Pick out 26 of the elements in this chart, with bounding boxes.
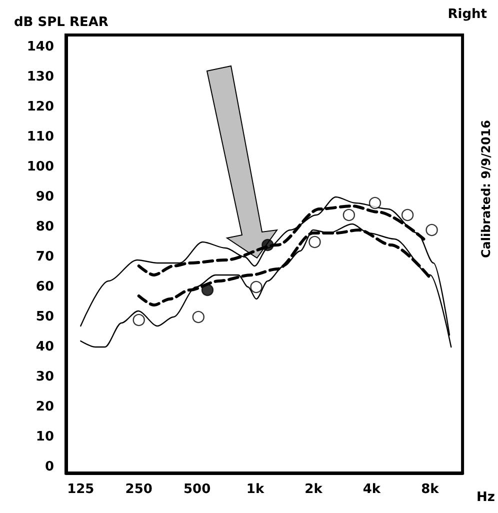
x-tick-label: 8k (421, 482, 440, 497)
x-tick-label: 2k (304, 482, 323, 497)
y-tick-label: 0 (44, 460, 54, 474)
y-tick-label: 30 (36, 370, 54, 384)
y-axis-title: dB SPL REAR (14, 15, 108, 30)
y-tick-label: 60 (36, 280, 54, 294)
y-tick-label: 140 (26, 40, 54, 54)
x-tick-label: 500 (183, 482, 211, 497)
y-tick-label: 20 (36, 400, 54, 414)
y-tick-label: 130 (26, 70, 54, 84)
y-tick-label: 110 (26, 130, 54, 144)
x-tick-label: 4k (362, 482, 381, 497)
y-tick-label: 40 (36, 340, 54, 354)
chart-title: Right (448, 7, 488, 22)
y-tick-label: 10 (36, 430, 54, 444)
y-tick-label: 80 (36, 220, 54, 234)
x-axis-title: Hz (476, 490, 496, 505)
y-tick-label: 50 (36, 310, 54, 324)
x-tick-label: 1k (246, 482, 264, 497)
y-tick-label: 90 (36, 190, 54, 204)
y-tick-label: 120 (26, 100, 54, 114)
y-tick-label: 100 (26, 160, 54, 174)
text: Calibrated: 9/9/2016 (479, 120, 493, 258)
x-tick-label: 250 (125, 482, 152, 497)
y-tick-label: 70 (36, 250, 54, 264)
x-tick-label: 125 (67, 482, 94, 497)
